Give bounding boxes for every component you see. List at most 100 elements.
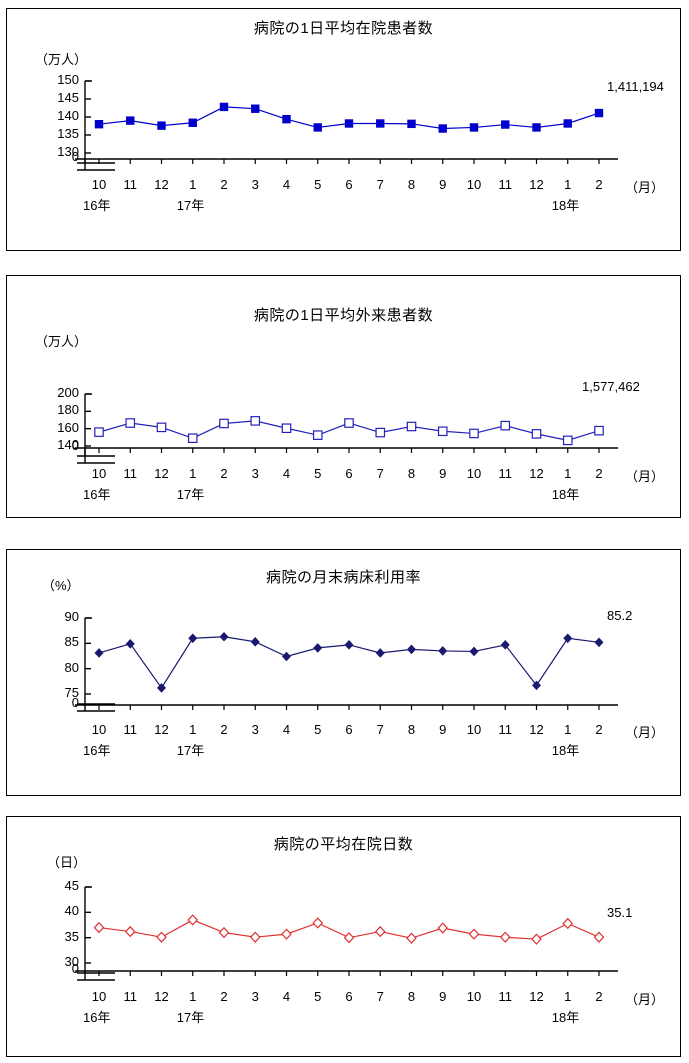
x-axis-month-label: 1 <box>189 177 197 192</box>
y-axis-unit-label: （万人） <box>35 52 88 67</box>
x-axis-month-label: 9 <box>439 466 447 481</box>
x-axis-month-label: 5 <box>314 177 322 192</box>
y-axis-unit-label: （日） <box>47 855 87 870</box>
x-axis-month-label: 11 <box>498 722 513 737</box>
x-axis-month-label: 7 <box>376 177 384 192</box>
y-axis-tick-label: 200 <box>57 385 79 400</box>
x-axis-year-label: 16年 <box>83 198 111 213</box>
x-axis-month-label: 8 <box>407 722 416 737</box>
plot-area <box>7 276 682 519</box>
x-axis-month-label: 11 <box>498 466 513 481</box>
x-axis-unit-label: （月） <box>625 180 665 195</box>
plot-area <box>7 9 682 252</box>
x-axis-month-label: 10 <box>91 989 107 1004</box>
x-axis-month-label: 12 <box>529 722 544 737</box>
chart-title: 病院の1日平均外来患者数 <box>253 307 434 324</box>
x-axis-month-label: 2 <box>220 466 228 481</box>
chart-title: 病院の月末病床利用率 <box>265 569 421 586</box>
chart-panel-inpatients: 病院の1日平均在院患者数 （万人） 150 145 140 135 130 0 10 11 12… <box>6 8 681 251</box>
x-axis-month-label: 1 <box>189 989 197 1004</box>
x-axis-month-label: 9 <box>439 177 447 192</box>
x-axis-month-label: 12 <box>154 722 169 737</box>
x-axis-month-label: 4 <box>282 722 291 737</box>
x-axis-month-label: 2 <box>595 177 603 192</box>
x-axis-month-label: 10 <box>91 722 107 737</box>
x-axis-unit-label: （月） <box>625 725 665 740</box>
x-axis-month-label: 11 <box>498 177 513 192</box>
x-axis-month-label: 10 <box>466 466 482 481</box>
y-axis-tick-label: 135 <box>57 126 79 141</box>
x-axis-month-label: 3 <box>251 989 259 1004</box>
y-axis-tick-label: 85 <box>64 634 79 650</box>
x-axis-year-label: 18年 <box>551 198 580 213</box>
x-axis-unit-label: （月） <box>625 992 665 1007</box>
y-axis-tick-label: 45 <box>64 878 79 893</box>
x-axis-year-label: 17年 <box>176 1010 205 1025</box>
y-axis-zero-label: 0 <box>71 695 79 710</box>
x-axis-month-label: 8 <box>407 466 416 481</box>
x-axis-month-label: 4 <box>282 466 291 481</box>
x-axis-month-label: 5 <box>314 466 322 481</box>
x-axis-month-label: 10 <box>466 722 482 737</box>
y-axis-tick-label: 140 <box>57 437 79 452</box>
x-axis-month-label: 12 <box>529 989 544 1004</box>
x-axis-month-label: 12 <box>529 466 544 481</box>
x-axis-month-label: 4 <box>282 177 291 192</box>
x-axis-month-label: 4 <box>282 989 291 1004</box>
x-axis-month-label: 2 <box>595 466 603 481</box>
x-axis-year-label: 17年 <box>176 487 205 502</box>
x-axis-unit-label: （月） <box>625 469 665 484</box>
plot-area <box>7 550 682 797</box>
chart-panel-outpatients: 病院の1日平均外来患者数 （万人） 200 180 160 140 0 10 11 12 1 2 3… <box>6 275 681 518</box>
x-axis-year-label: 17年 <box>176 743 205 758</box>
plot-area <box>7 817 682 1058</box>
y-axis-tick-label: 40 <box>64 903 79 919</box>
y-axis-tick-label: 80 <box>64 659 79 675</box>
y-axis-tick-label: 90 <box>64 609 79 624</box>
x-axis-month-label: 1 <box>564 722 572 737</box>
x-axis-month-label: 9 <box>439 722 447 737</box>
x-axis-month-label: 9 <box>439 989 447 1004</box>
x-axis-month-label: 1 <box>189 722 197 737</box>
y-axis-zero-label: 0 <box>71 438 79 453</box>
chart-title: 病院の1日平均在院患者数 <box>253 20 434 37</box>
x-axis-month-label: 3 <box>251 466 259 481</box>
y-axis-unit-label: （%） <box>42 578 80 593</box>
x-axis-year-label: 18年 <box>551 1010 580 1025</box>
x-axis-month-label: 6 <box>345 177 353 192</box>
x-axis-year-label: 18年 <box>551 743 580 758</box>
last-value-annotation: 85.2 <box>607 608 633 623</box>
x-axis-month-label: 10 <box>91 466 107 481</box>
y-axis-tick-label: 75 <box>64 685 79 700</box>
x-axis-month-label: 2 <box>595 722 603 737</box>
x-axis-year-label: 16年 <box>83 487 111 502</box>
y-axis-tick-label: 150 <box>57 72 79 87</box>
x-axis-month-label: 8 <box>407 177 416 192</box>
x-axis-month-label: 11 <box>498 989 513 1004</box>
y-axis-zero-label: 0 <box>71 961 79 976</box>
x-axis-month-label: 11 <box>123 989 138 1004</box>
x-axis-month-label: 2 <box>220 177 228 192</box>
chart-title: 病院の平均在院日数 <box>273 836 414 853</box>
x-axis-month-label: 1 <box>189 466 197 481</box>
x-axis-month-label: 6 <box>345 466 353 481</box>
x-axis-month-label: 5 <box>314 989 322 1004</box>
x-axis-month-label: 10 <box>91 177 107 192</box>
x-axis-month-label: 2 <box>220 989 228 1004</box>
x-axis-year-label: 18年 <box>551 487 580 502</box>
x-axis-month-label: 6 <box>345 722 353 737</box>
x-axis-year-label: 17年 <box>176 198 205 213</box>
x-axis-month-label: 10 <box>466 989 482 1004</box>
x-axis-month-label: 2 <box>220 722 228 737</box>
x-axis-month-label: 10 <box>466 177 482 192</box>
x-axis-month-label: 3 <box>251 722 259 737</box>
y-axis-unit-label: （万人） <box>35 334 88 349</box>
last-value-annotation: 35.1 <box>607 905 633 920</box>
x-axis-month-label: 11 <box>123 177 138 192</box>
y-axis-tick-label: 160 <box>57 419 79 435</box>
x-axis-month-label: 2 <box>595 989 603 1004</box>
x-axis-month-label: 1 <box>564 177 572 192</box>
x-axis-month-label: 12 <box>154 989 169 1004</box>
y-axis-tick-label: 130 <box>57 144 79 159</box>
